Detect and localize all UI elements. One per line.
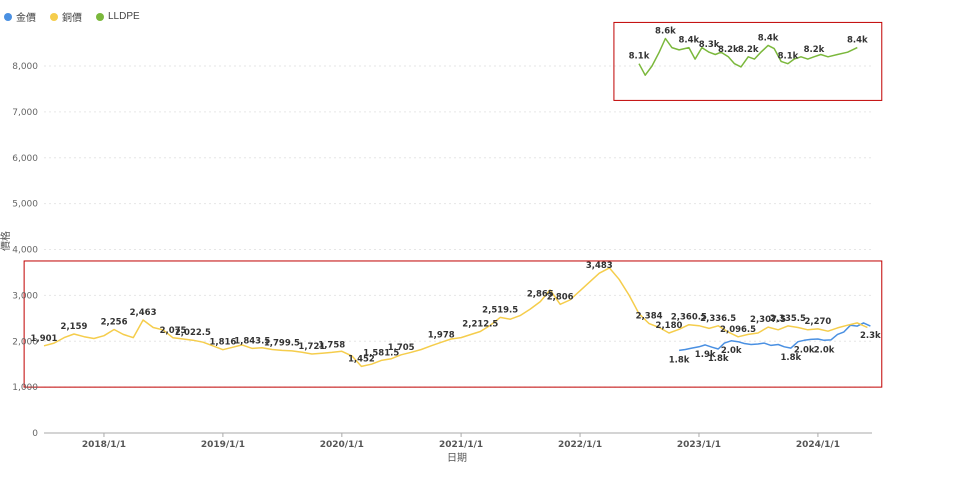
x-tick-label: 2018/1/1 [82, 440, 126, 450]
y-tick-label: 8,000 [12, 62, 38, 72]
data-label: 3,483 [586, 261, 613, 271]
data-label: 1,581.5 [363, 348, 399, 358]
data-label: 1,843.5 [234, 336, 270, 346]
data-label: 2,212.5 [462, 320, 498, 330]
series-line [638, 37, 858, 76]
data-label: 8.3k [699, 40, 720, 50]
data-label: 2,519.5 [482, 305, 518, 315]
data-label: 2,022.5 [175, 328, 211, 338]
legend-item-lldpe[interactable]: LLDPE [96, 9, 140, 24]
data-label: 2,360.5 [671, 313, 707, 323]
data-label: 2,159 [61, 322, 88, 332]
data-label: 8.2k [738, 45, 759, 55]
legend-dot-lldpe [96, 12, 104, 21]
data-label: 2,256 [101, 318, 128, 328]
legend-dot-copper [50, 12, 58, 21]
data-label: 2,336.5 [700, 314, 736, 324]
data-label: 1,901 [31, 334, 58, 344]
x-axis-label: 日期 [447, 452, 467, 464]
y-tick-label: 6,000 [12, 154, 38, 164]
data-label: 8.6k [655, 26, 676, 36]
data-label: 2.0k [794, 345, 815, 355]
data-label: 1,705 [388, 343, 415, 353]
data-label: 8.4k [758, 33, 779, 43]
data-label: 8.4k [847, 36, 868, 46]
data-label: 2,096.5 [720, 325, 756, 335]
series-lines [43, 37, 871, 368]
data-label: 8.2k [804, 45, 825, 55]
x-tick-label: 2019/1/1 [201, 440, 245, 450]
data-label: 8.2k [718, 45, 739, 55]
highlight-box [23, 260, 883, 388]
series-line [43, 267, 868, 368]
axes: 0 1,000 2,000 3,000 4,000 5,000 6,000 7,000 8,00… [12, 62, 872, 450]
data-label: 1,452 [348, 354, 375, 364]
data-label: 1,978 [428, 330, 455, 340]
y-tick-label: 5,000 [12, 200, 38, 210]
y-tick-label: 3,000 [12, 291, 38, 301]
highlight-box [613, 21, 883, 101]
series-line [678, 322, 871, 352]
data-label: 8.4k [679, 36, 700, 46]
data-label: 2.0k [721, 346, 742, 356]
y-axis-label: 價格 [0, 231, 12, 251]
data-label: 1,758 [318, 340, 345, 350]
data-label: 8.1k [629, 52, 650, 62]
y-tick-label: 2,000 [12, 337, 38, 347]
x-tick-label: 2021/1/1 [439, 440, 483, 450]
x-tick-label: 2020/1/1 [320, 440, 364, 450]
legend-label-gold: 金價 [16, 13, 36, 24]
data-label: 2,180 [656, 321, 683, 331]
x-tick-label: 2022/1/1 [558, 440, 602, 450]
data-label: 1,799.5 [264, 338, 300, 348]
data-label: 2,307.5 [750, 315, 786, 325]
highlight-boxes [23, 21, 883, 388]
x-tick-label: 2024/1/1 [796, 440, 840, 450]
data-label: 1.8k [669, 355, 690, 365]
data-label: 2.0k [814, 345, 835, 355]
legend-label-lldpe: LLDPE [108, 11, 140, 22]
data-label: 1.9k [695, 350, 716, 360]
y-tick-label: 1,000 [12, 383, 38, 393]
data-label: 1,721 [298, 342, 325, 352]
y-tick-label: 7,000 [12, 108, 38, 118]
data-label: 2.3k [860, 331, 881, 341]
data-label: 2,806 [547, 292, 574, 302]
legend-item-copper[interactable]: 銅價 [50, 9, 82, 24]
legend-item-gold[interactable]: 金價 [4, 9, 36, 24]
legend: 金價 銅價 LLDPE [4, 9, 140, 24]
data-label: 2,270 [804, 317, 831, 327]
data-label: 1.8k [708, 354, 729, 364]
data-label: 2,384 [636, 312, 663, 322]
y-tick-label: 4,000 [12, 246, 38, 256]
data-label: 2,865 [527, 290, 554, 300]
legend-dot-gold [4, 12, 12, 21]
data-label: 1.8k [781, 353, 802, 363]
grid-lines [44, 65, 872, 388]
data-label: 1,816 [209, 338, 236, 348]
y-tick-label: 0 [32, 429, 38, 439]
data-label: 2,335.5 [770, 314, 806, 324]
data-label: 8.1k [778, 52, 799, 62]
legend-label-copper: 銅價 [62, 13, 82, 24]
data-label: 2,463 [130, 308, 157, 318]
x-tick-label: 2023/1/1 [677, 440, 721, 450]
data-label: 2,075 [160, 326, 187, 336]
